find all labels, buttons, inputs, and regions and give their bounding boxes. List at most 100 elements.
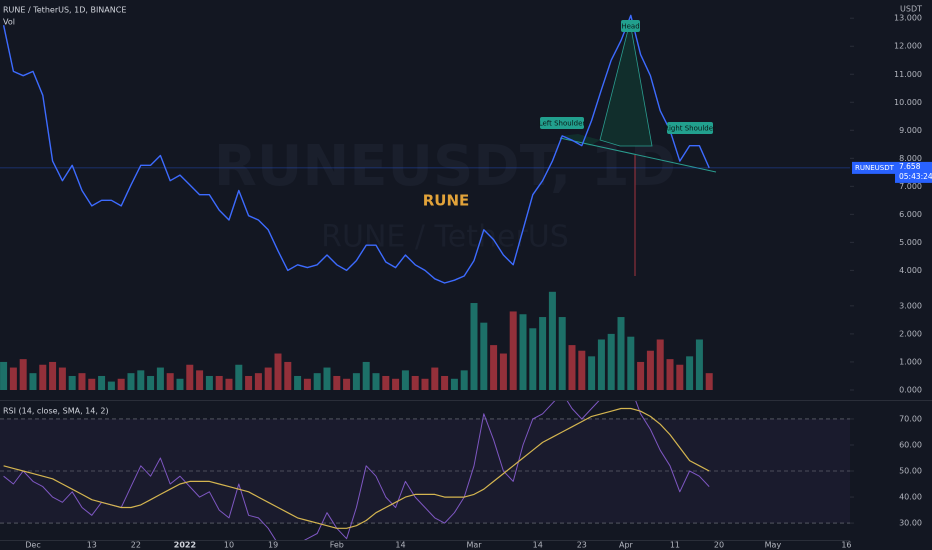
last-price-value-box xyxy=(895,161,932,183)
volume-bar xyxy=(382,375,390,390)
volume-bar xyxy=(156,367,164,390)
volume-bar xyxy=(294,375,302,390)
volume-bar xyxy=(421,378,429,390)
volume-bar xyxy=(58,367,66,390)
x-tick-label: 22 xyxy=(131,541,141,550)
y-tick-label: 30.00 xyxy=(899,519,922,528)
volume-bar xyxy=(127,373,135,390)
volume-bar xyxy=(441,375,449,390)
y-tick-label: 40.00 xyxy=(899,493,922,502)
x-tick-label: 14 xyxy=(395,541,405,550)
x-tick-label: 23 xyxy=(577,541,587,550)
volume-bar xyxy=(137,370,145,390)
volume-bar xyxy=(539,317,547,390)
volume-bar xyxy=(401,370,409,390)
y-tick-label: 6.000 xyxy=(899,210,922,219)
volume-bar xyxy=(29,373,37,390)
pattern-head xyxy=(599,21,653,147)
x-tick-label: Apr xyxy=(619,541,634,550)
y-tick-label: 2.000 xyxy=(899,329,922,338)
x-tick-label: 19 xyxy=(268,541,278,550)
last-price-box xyxy=(852,161,895,174)
volume-bar xyxy=(450,378,458,390)
volume-bar xyxy=(548,291,556,390)
y-tick-label: 60.00 xyxy=(899,440,922,449)
volume-bar xyxy=(196,370,204,390)
x-tick-label: 2022 xyxy=(174,541,196,550)
volume-bar xyxy=(274,353,282,390)
x-tick-label: Dec xyxy=(25,541,40,550)
volume-bar xyxy=(460,370,468,390)
rsi-title: RSI (14, close, SMA, 14, 2) xyxy=(3,407,109,416)
x-tick-label: 16 xyxy=(841,541,851,550)
y-tick-label: 8.000 xyxy=(899,154,922,163)
volume-bar xyxy=(245,375,253,390)
price-line xyxy=(2,14,710,284)
volume-bar xyxy=(637,361,645,390)
y-tick-label: 13.000 xyxy=(894,14,922,23)
y-tick-label: 10.000 xyxy=(894,98,922,107)
x-tick-label: Mar xyxy=(466,541,482,550)
volume-bar xyxy=(186,364,194,390)
x-tick-label: 10 xyxy=(224,541,234,550)
x-tick-label: 13 xyxy=(87,541,97,550)
volume-bar xyxy=(215,375,223,390)
volume-bar xyxy=(578,350,586,390)
y-tick-label: 3.000 xyxy=(899,301,922,310)
volume-bar xyxy=(225,378,233,390)
volume-bar xyxy=(9,367,17,390)
countdown: 05:43:24 xyxy=(899,172,932,181)
volume-bar xyxy=(176,378,184,390)
y-tick-label: 70.00 xyxy=(899,414,922,423)
volume-bar xyxy=(235,364,243,390)
y-tick-label: 0.000 xyxy=(899,386,922,395)
x-tick-label: 14 xyxy=(533,541,543,550)
annotation: Right Shoulder xyxy=(664,125,716,133)
volume-bar xyxy=(0,361,8,390)
volume-bar xyxy=(558,317,566,390)
volume-bar xyxy=(117,378,125,390)
last-price-name: RUNEUSDT xyxy=(855,164,895,172)
volume-bar xyxy=(264,367,272,390)
volume-bar xyxy=(646,350,654,390)
volume-bar xyxy=(431,367,439,390)
volume-bar xyxy=(352,373,360,390)
volume-bar xyxy=(372,373,380,390)
volume-bar xyxy=(107,381,115,390)
y-tick-label: 50.00 xyxy=(899,467,922,476)
pane xyxy=(0,401,850,540)
volume-bar xyxy=(49,361,57,390)
volume-bar xyxy=(529,328,537,390)
x-tick-label: Feb xyxy=(330,541,344,550)
volume-bar xyxy=(676,364,684,390)
pane xyxy=(0,291,713,390)
annotation-box xyxy=(621,20,640,32)
volume-bar xyxy=(509,311,517,390)
y-tick-label: 4.000 xyxy=(899,266,922,275)
volume-bar xyxy=(411,375,419,390)
chart-title: RUNE / TetherUS, 1D, BINANCE xyxy=(3,6,126,15)
symbol-label: RUNE xyxy=(423,192,470,210)
y-tick-label: 1.000 xyxy=(899,357,922,366)
currency-label: USDT xyxy=(900,5,922,14)
pane xyxy=(0,14,850,284)
volume-bar xyxy=(205,375,213,390)
volume-bar xyxy=(392,378,400,390)
volume-bar xyxy=(343,378,351,390)
volume-bar xyxy=(323,367,331,390)
watermark: RUNEUSDT, 1D xyxy=(214,134,676,199)
volume-bar xyxy=(519,314,527,390)
annotation-box xyxy=(667,122,713,134)
annotation: Head xyxy=(621,23,639,31)
volume-bar xyxy=(705,373,713,390)
volume-bar xyxy=(470,303,478,390)
volume-bar xyxy=(313,373,321,390)
volume-bar xyxy=(19,359,27,390)
volume-bar xyxy=(607,333,615,390)
volume-bar xyxy=(303,378,311,390)
volume-bar xyxy=(588,356,596,390)
volume-bar xyxy=(68,375,76,390)
rsi-line xyxy=(3,407,710,529)
